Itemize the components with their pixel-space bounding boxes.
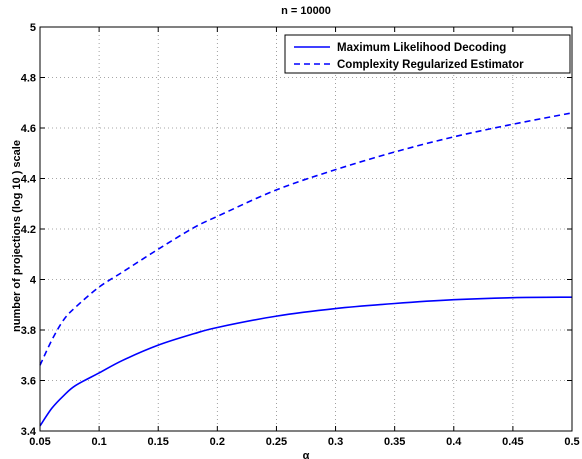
series-layer: [39, 112, 573, 427]
legend-label-ml: Maximum Likelihood Decoding: [337, 42, 506, 54]
chart-title: n = 10000: [281, 5, 331, 17]
series-line-maximum-likelihood-decoding: [39, 296, 573, 427]
y-tick-label: 4.8: [21, 73, 36, 85]
x-tick-label: 0.4: [446, 436, 462, 448]
x-tick-labels: 0.05 0.1 0.15 0.2 0.25 0.3 0.35 0.4 0.45 0.5: [29, 436, 579, 448]
series-line-complexity-regularized-estimator: [39, 112, 573, 366]
x-tick-label: 0.25: [266, 436, 287, 448]
x-axis-label: α: [303, 450, 310, 459]
y-axis-label: number of projections (log 10 ) scale: [11, 140, 23, 332]
x-tick-label: 0.05: [29, 436, 50, 448]
x-tick-label: 0.5: [564, 436, 579, 448]
grid-lines: [40, 27, 572, 431]
legend-box: [284, 34, 571, 74]
y-tick-label: 4.2: [21, 224, 36, 236]
y-tick-label: 4.6: [21, 123, 36, 135]
y-tick-label: 3.8: [21, 325, 36, 337]
x-tick-label: 0.2: [210, 436, 225, 448]
y-tick-label: 4.4: [21, 174, 37, 186]
axis-ticks: [39, 26, 573, 432]
y-tick-label: 4: [30, 275, 37, 287]
legend-label-cre: Complexity Regularized Estimator: [337, 59, 524, 71]
legend: Maximum Likelihood Decoding Complexity R…: [284, 34, 571, 74]
x-tick-label: 0.35: [384, 436, 405, 448]
x-tick-label: 0.3: [328, 436, 343, 448]
x-tick-label: 0.15: [148, 436, 169, 448]
y-tick-label: 5: [30, 22, 36, 34]
x-tick-label: 0.45: [502, 436, 523, 448]
y-tick-label: 3.4: [21, 426, 37, 438]
y-tick-labels: 3.4 3.6 3.8 4 4.2 4.4 4.6 4.8 5: [21, 22, 37, 438]
y-tick-label: 3.6: [21, 376, 36, 388]
x-tick-label: 0.1: [91, 436, 106, 448]
